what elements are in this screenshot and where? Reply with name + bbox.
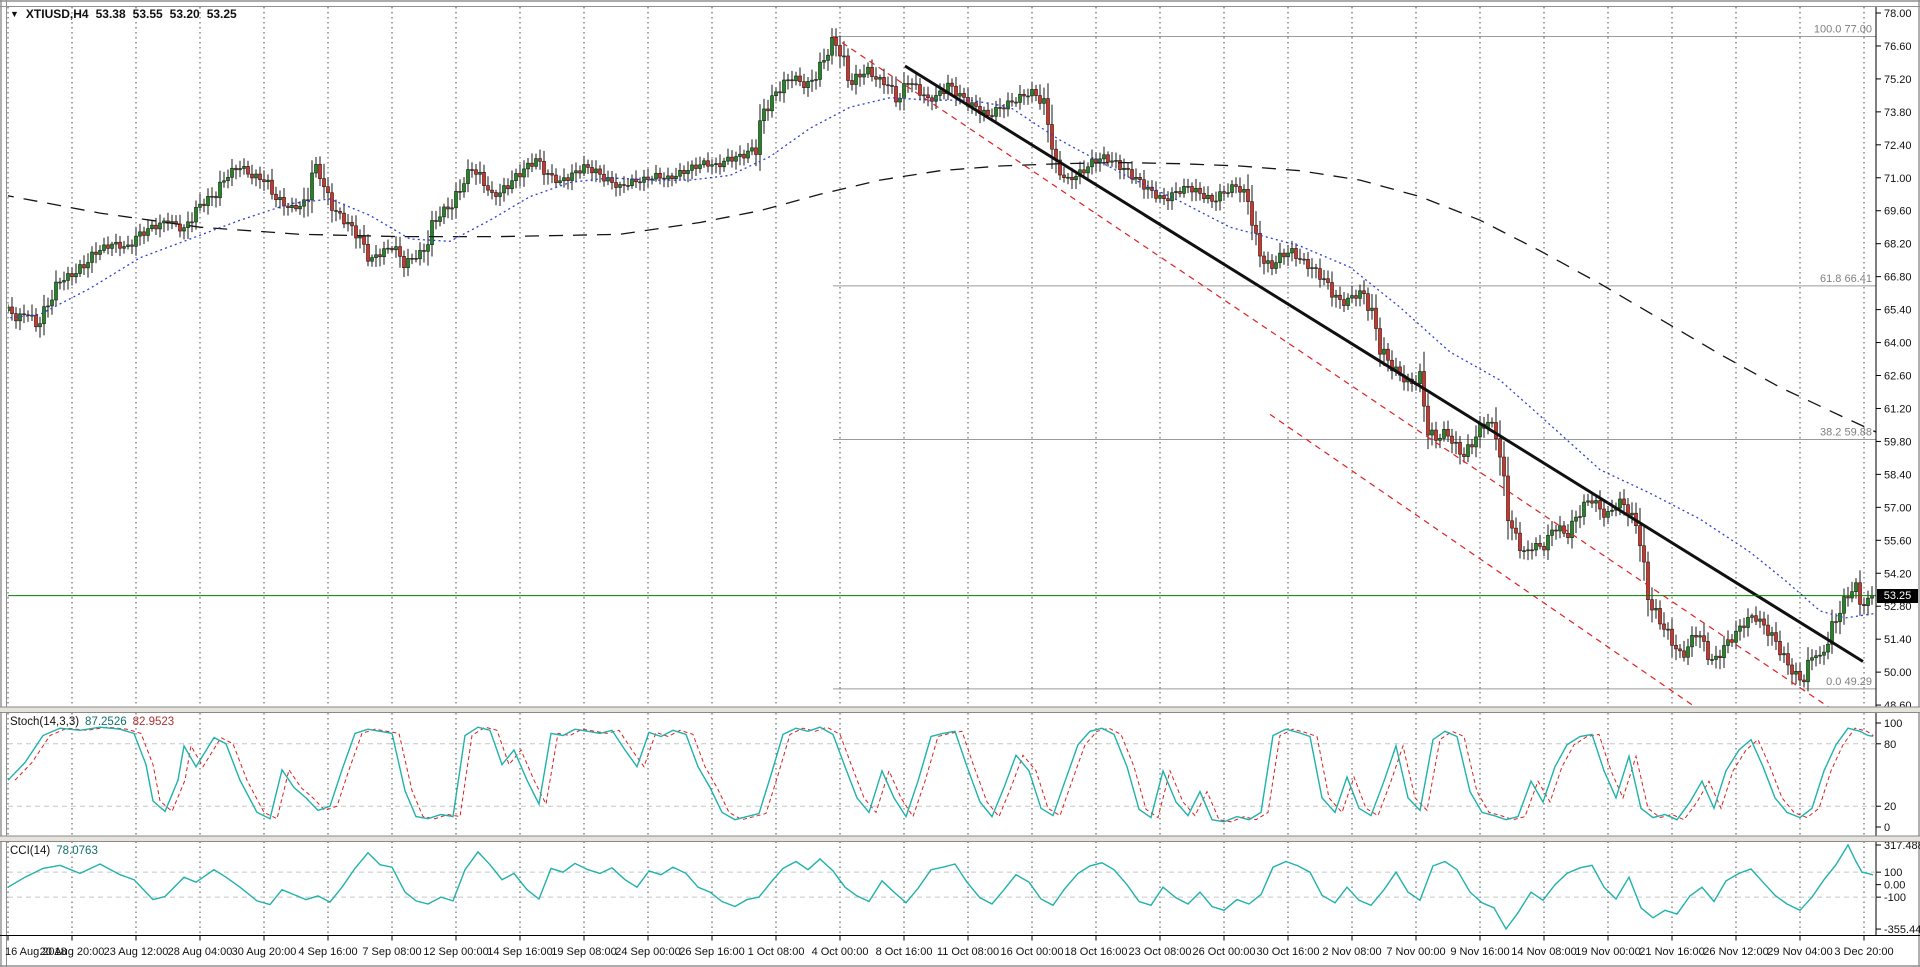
svg-text:0.00: 0.00 (1884, 880, 1905, 892)
svg-text:9 Nov 16:00: 9 Nov 16:00 (1450, 946, 1509, 958)
panel-separator-2[interactable] (0, 835, 1920, 842)
current-price-badge: 53.25 (1877, 589, 1918, 603)
stoch-signal-value: 82.9523 (132, 716, 175, 728)
symbol-dropdown-icon[interactable]: ▼ (10, 9, 19, 19)
svg-text:68.20: 68.20 (1884, 239, 1912, 251)
svg-text:-100: -100 (1884, 892, 1906, 904)
svg-text:75.20: 75.20 (1884, 74, 1912, 86)
main-plot-area[interactable] (8, 7, 1876, 707)
stoch-plot-area[interactable] (8, 713, 1876, 836)
svg-text:55.60: 55.60 (1884, 535, 1912, 547)
svg-text:19 Nov 00:00: 19 Nov 00:00 (1575, 946, 1640, 958)
svg-text:24 Sep 00:00: 24 Sep 00:00 (615, 946, 680, 958)
svg-text:3 Dec 20:00: 3 Dec 20:00 (1834, 946, 1893, 958)
svg-text:7 Sep 08:00: 7 Sep 08:00 (362, 946, 421, 958)
svg-text:26 Nov 12:00: 26 Nov 12:00 (1703, 946, 1768, 958)
svg-text:71.00: 71.00 (1884, 173, 1912, 185)
svg-text:4 Sep 16:00: 4 Sep 16:00 (298, 946, 357, 958)
svg-text:14 Nov 08:00: 14 Nov 08:00 (1511, 946, 1576, 958)
svg-text:80: 80 (1884, 739, 1896, 751)
svg-text:65.40: 65.40 (1884, 305, 1912, 317)
svg-text:1 Oct 08:00: 1 Oct 08:00 (748, 946, 805, 958)
svg-text:61.8 66.41: 61.8 66.41 (1820, 273, 1872, 285)
fibonacci-lines[interactable]: 100.0 77.00 61.8 66.41 38.2 59.88 0.0 49.29 (833, 24, 1876, 690)
svg-text:29 Nov 04:00: 29 Nov 04:00 (1767, 946, 1832, 958)
cci-indicator-label: CCI(14) 78.0763 (10, 845, 98, 857)
price-axis[interactable]: 78.00 76.60 75.20 73.80 72.40 71.00 69.60 68.20… (1875, 7, 1920, 936)
stoch-indicator-label: Stoch(14,3,3) 87.2526 82.9523 (10, 716, 174, 728)
svg-text:78.00: 78.00 (1884, 8, 1912, 20)
svg-text:11 Oct 08:00: 11 Oct 08:00 (937, 946, 999, 958)
stoch-main-value: 87.2526 (85, 716, 127, 728)
channel-line-1[interactable] (832, 36, 1845, 718)
svg-text:-355.447: -355.447 (1884, 924, 1920, 936)
svg-text:18 Oct 16:00: 18 Oct 16:00 (1065, 946, 1128, 958)
svg-text:19 Sep 08:00: 19 Sep 08:00 (551, 946, 616, 958)
ohlc-open-value: 53.38 (95, 7, 126, 21)
svg-text:14 Sep 16:00: 14 Sep 16:00 (487, 946, 552, 958)
svg-text:61.20: 61.20 (1884, 403, 1912, 415)
svg-text:54.20: 54.20 (1884, 568, 1912, 580)
svg-text:38.2 59.88: 38.2 59.88 (1820, 427, 1872, 439)
ohlc-close-value: 53.25 (206, 7, 237, 21)
svg-text:23 Aug 12:00: 23 Aug 12:00 (104, 946, 169, 958)
cci-line (8, 843, 1874, 931)
ohlc-low-value: 53.20 (169, 7, 200, 21)
svg-text:100.0 77.00: 100.0 77.00 (1814, 24, 1872, 36)
svg-text:20 Aug 20:00: 20 Aug 20:00 (40, 946, 105, 958)
svg-text:51.40: 51.40 (1884, 634, 1912, 646)
svg-text:50.00: 50.00 (1884, 667, 1912, 679)
ohlc-header: ▼ XTIUSD,H4 53.38 53.55 53.20 53.25 (10, 7, 237, 21)
svg-text:100: 100 (1884, 718, 1902, 730)
svg-text:76.60: 76.60 (1884, 41, 1912, 53)
svg-text:20: 20 (1884, 801, 1896, 813)
svg-text:26 Sep 16:00: 26 Sep 16:00 (679, 946, 744, 958)
cci-value: 78.0763 (56, 845, 98, 857)
svg-text:73.80: 73.80 (1884, 107, 1912, 119)
svg-text:23 Oct 08:00: 23 Oct 08:00 (1129, 946, 1192, 958)
svg-text:69.60: 69.60 (1884, 206, 1912, 218)
svg-text:4 Oct 00:00: 4 Oct 00:00 (812, 946, 869, 958)
svg-text:72.40: 72.40 (1884, 140, 1912, 152)
svg-text:7 Nov 00:00: 7 Nov 00:00 (1386, 946, 1445, 958)
stoch-name: Stoch(14,3,3) (10, 716, 80, 728)
svg-text:2 Nov 08:00: 2 Nov 08:00 (1322, 946, 1381, 958)
cci-plot-area[interactable] (8, 842, 1876, 936)
stoch-main-line (8, 726, 1874, 823)
fast-ma-line[interactable] (0, 97, 1876, 619)
svg-text:64.00: 64.00 (1884, 338, 1912, 350)
svg-text:16 Aug 2018: 16 Aug 2018 (5, 946, 67, 958)
svg-text:21 Nov 16:00: 21 Nov 16:00 (1639, 946, 1704, 958)
svg-text:100: 100 (1884, 867, 1902, 879)
svg-text:16 Oct 00:00: 16 Oct 00:00 (1001, 946, 1064, 958)
svg-text:57.00: 57.00 (1884, 502, 1912, 514)
svg-text:30 Oct 16:00: 30 Oct 16:00 (1257, 946, 1320, 958)
svg-text:0: 0 (1884, 822, 1890, 834)
svg-text:12 Sep 00:00: 12 Sep 00:00 (423, 946, 488, 958)
svg-text:58.40: 58.40 (1884, 469, 1912, 481)
svg-text:28 Aug 04:00: 28 Aug 04:00 (168, 946, 233, 958)
trend-line[interactable] (904, 64, 1864, 663)
svg-text:52.80: 52.80 (1884, 601, 1912, 613)
symbol-period-label: XTIUSD,H4 (25, 7, 89, 21)
main-price-panel: 100.0 77.00 61.8 66.41 38.2 59.88 0.0 49.29 (0, 24, 1876, 718)
ohlc-high-value: 53.55 (132, 7, 163, 21)
svg-text:30 Aug 20:00: 30 Aug 20:00 (232, 946, 297, 958)
svg-text:317.4884: 317.4884 (1884, 840, 1920, 852)
svg-text:62.60: 62.60 (1884, 371, 1912, 383)
cci-panel (8, 843, 1876, 931)
cci-name: CCI(14) (10, 845, 51, 857)
svg-text:59.80: 59.80 (1884, 436, 1912, 448)
svg-text:8 Oct 16:00: 8 Oct 16:00 (876, 946, 933, 958)
svg-text:26 Oct 00:00: 26 Oct 00:00 (1193, 946, 1256, 958)
svg-text:0.0 49.29: 0.0 49.29 (1826, 676, 1872, 688)
svg-text:66.80: 66.80 (1884, 272, 1912, 284)
stoch-panel (8, 726, 1876, 823)
panel-separator-1[interactable] (0, 706, 1920, 713)
stoch-signal-line (14, 726, 1874, 823)
